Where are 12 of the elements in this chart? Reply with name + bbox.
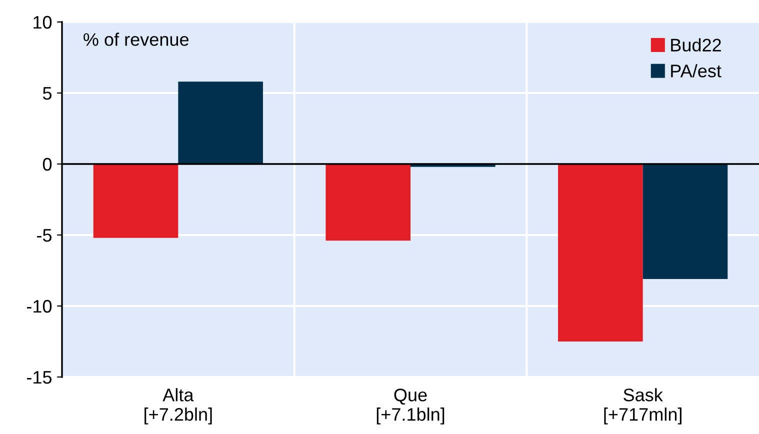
legend-label: PA/est [671,64,722,78]
x-tick-label: Que [+7.1bln] [376,388,444,424]
y-tick-label: 0 [42,158,52,171]
annotation: % of revenue [84,32,188,46]
y-tick-label: 5 [42,87,52,100]
y-tick-label: -5 [37,229,52,242]
y-tick-label: 10 [34,16,52,29]
x-tick-label: Sask [+717mln] [604,388,682,424]
y-tick-label: -15 [26,371,52,384]
x-tick-label: Alta [+7.2bln] [144,388,212,424]
y-tick-label: -10 [26,300,52,313]
legend-label: Bud22 [671,38,721,52]
